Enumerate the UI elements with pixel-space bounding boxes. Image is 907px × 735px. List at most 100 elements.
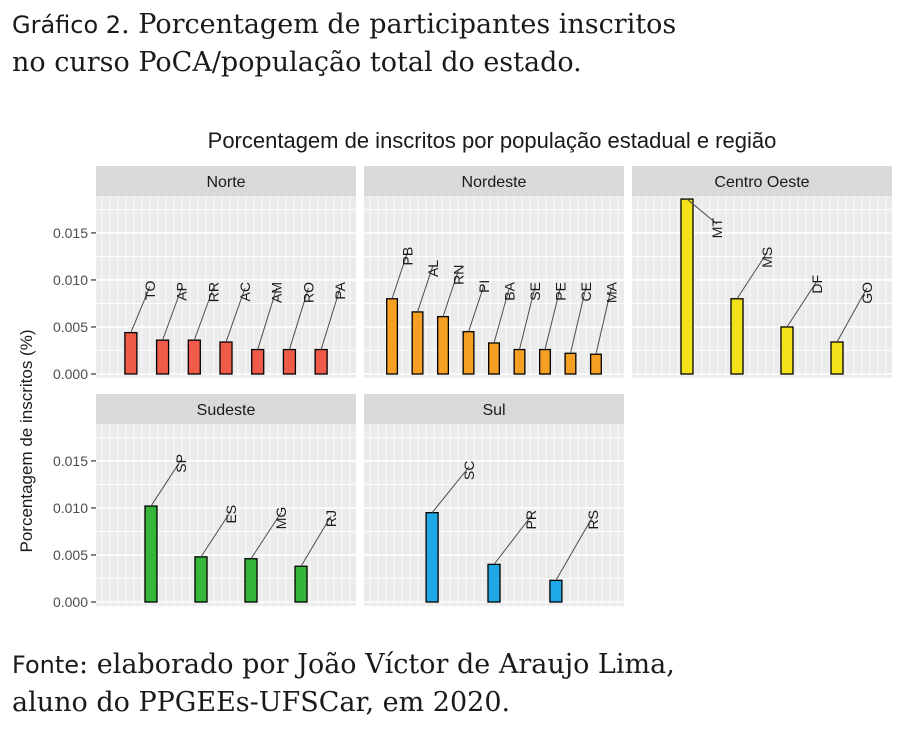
bar-al [411,311,424,375]
panel-strip [632,166,892,196]
source-separator: : [79,649,97,680]
leader-line [225,287,246,343]
bar-label-se: SE [527,282,543,301]
panel-centro-oeste: Centro Oeste MT MS DF GO [632,166,892,378]
bar-label-to: TO [142,281,158,300]
y-tick-label: 0.005 [53,319,88,335]
bar-label-go: GO [859,282,875,304]
leader-line [736,252,768,300]
bar-ac [219,341,233,375]
bar-label-mg: MG [273,507,289,530]
panel-strip-label: Norte [206,174,245,191]
bar-label-ma: MA [603,281,619,303]
leader-line [468,285,485,332]
leader-line [130,286,151,333]
bar-rj [294,565,308,603]
leader-line [431,466,470,513]
panel-strip [364,166,624,196]
bar-label-df: DF [809,275,825,294]
leader-line [391,252,408,299]
bar-se [513,348,526,375]
figure-caption: Gráfico 2. Porcentagem de participantes … [12,6,892,82]
bar-go [830,341,844,375]
bar-sp [144,505,158,603]
leader-line [442,270,459,317]
bar-rr [187,339,201,375]
bar-label-rn: RN [450,265,466,285]
figure-source: Fonte: elaborado por João Víctor de Arau… [12,646,892,722]
panel-strip-label: Sudeste [197,402,256,419]
bar-ma [589,353,602,375]
bar-ro [282,348,297,375]
bar-label-pa: PA [332,281,348,299]
bar-label-ac: AC [237,282,253,301]
caption-line-1: Gráfico 2. Porcentagem de participantes … [12,6,892,44]
source-line-2: aluno do PPGEEs-UFSCar, em 2020. [12,687,511,718]
leader-line [300,515,332,567]
leader-line [288,287,309,350]
bar-label-pe: PE [552,282,568,301]
bar-label-al: AL [425,260,441,277]
leader-line [320,287,341,350]
bar-label-rj: RJ [323,510,339,527]
bar-mt [680,198,694,375]
bar-label-ce: CE [578,282,594,301]
bar-am [251,348,265,375]
source-text-1: elaborado por João Víctor de Araujo Lima… [96,649,675,680]
bar-label-am: AM [269,282,285,303]
bar-label-rr: RR [205,282,221,302]
bar-pe [538,348,551,375]
panel-nordeste: Nordeste PB AL RN PI BA SE PE CE MA [364,166,624,378]
y-tick-label: 0.000 [53,594,88,610]
y-axis-label: Porcentagem de inscritos (%) [17,330,36,553]
bar-label-pr: PR [523,510,539,529]
leader-line [519,287,536,350]
panel-strip [364,394,624,424]
bar-label-es: ES [223,505,239,524]
leader-line [150,459,182,507]
bar-label-pb: PB [399,247,415,266]
bar-mg [244,558,258,603]
leader-line [555,515,594,581]
y-tick-label: 0.005 [53,547,88,563]
bar-to [124,331,138,375]
panel-sul: Sul SC PR RS [364,394,624,606]
bar-es [194,556,208,603]
bar-chart: Porcentagem de inscritos por população e… [17,128,892,610]
leader-line [493,515,532,565]
panel-background [632,196,892,378]
y-tick-label: 0.000 [53,366,88,382]
panel-strip-label: Sul [482,402,505,419]
leader-line [595,287,612,355]
bar-label-pi: PI [476,280,492,293]
leader-line [257,287,278,350]
caption-text-1: Porcentagem de participantes inscritos [138,9,677,40]
panel-strip [96,166,356,196]
caption-separator: . [121,9,139,40]
bar-label-ba: BA [501,281,517,300]
bar-sc [425,511,439,603]
bar-pr [487,563,501,603]
y-tick-label: 0.015 [53,453,88,469]
bar-label-ms: MS [759,247,775,268]
caption-label: Gráfico 2 [12,11,122,39]
leader-line [836,287,868,343]
leader-line [162,287,183,341]
bar-label-ro: RO [300,282,316,303]
bar-ms [730,298,744,375]
bar-pb [386,298,399,375]
panel-background [96,424,356,606]
y-tick-label: 0.010 [53,272,88,288]
bar-label-sc: SC [461,461,477,480]
bar-rn [437,315,450,375]
bar-label-rs: RS [585,510,601,529]
leader-line [544,287,561,350]
source-label: Fonte [12,651,80,679]
bar-pi [462,331,475,375]
leader-line [200,510,232,558]
panel-strip [96,394,356,424]
panel-norte: Norte 0.000 0.005 0.010 0.015 TO AP RR AC AM RO PA [53,166,356,382]
bar-ap [155,339,170,375]
panel-sudeste: Sudeste 0.000 0.005 0.010 0.015 SP ES MG RJ [53,394,356,610]
y-tick-label: 0.010 [53,500,88,516]
